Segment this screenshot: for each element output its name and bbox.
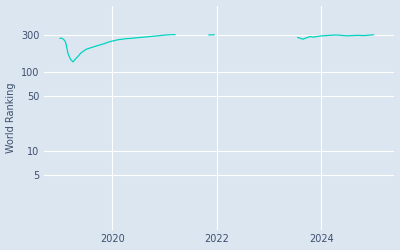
Y-axis label: World Ranking: World Ranking xyxy=(6,82,16,153)
